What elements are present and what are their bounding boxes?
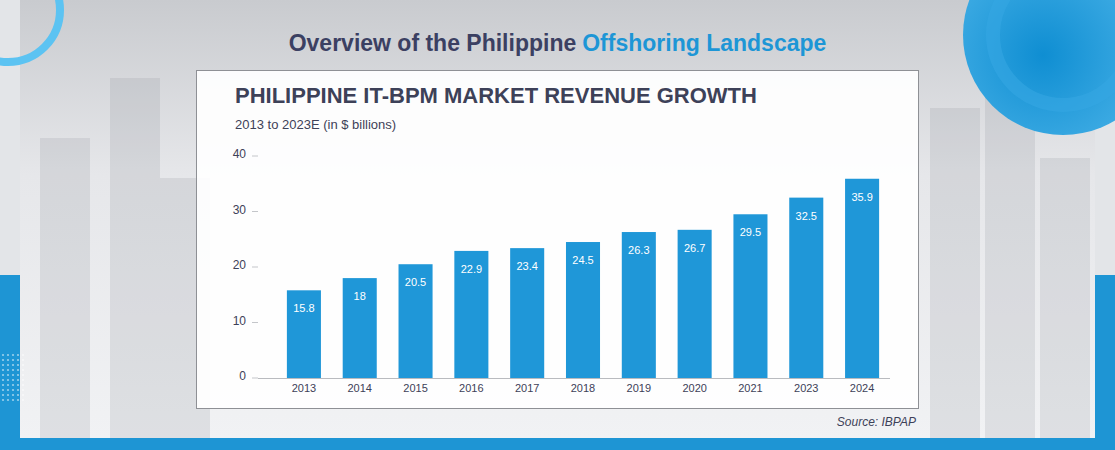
x-tick-label: 2017 [515, 382, 539, 394]
deco-circle [963, 0, 1115, 135]
bars [287, 179, 879, 378]
city-backdrop [40, 48, 1090, 438]
bar [733, 214, 767, 378]
y-tick [252, 378, 258, 379]
bar [454, 251, 488, 378]
x-tick-label: 2021 [738, 382, 762, 394]
page: Overview of the PhilippineOffshoring Lan… [0, 0, 1115, 450]
y-tick-label: 30 [233, 203, 247, 217]
bar [399, 264, 433, 378]
bottom-strip [0, 438, 1115, 450]
data-label: 24.5 [572, 254, 593, 266]
x-tick-label: 2014 [347, 382, 371, 394]
data-label: 35.9 [851, 191, 872, 203]
bar [845, 179, 879, 378]
bar [343, 278, 377, 378]
data-label: 26.3 [628, 244, 649, 256]
y-tick [252, 267, 258, 268]
bar [287, 290, 321, 378]
chart-title: PHILIPPINE IT-BPM MARKET REVENUE GROWTH [235, 83, 757, 108]
canvas: Overview of the PhilippineOffshoring Lan… [0, 0, 1115, 450]
panel [20, 0, 1095, 438]
dot-pattern [2, 354, 24, 401]
x-tick-label: 2013 [292, 382, 316, 394]
data-label: 18 [354, 290, 366, 302]
bar [789, 198, 823, 378]
x-tick-label: 2018 [571, 382, 595, 394]
y-tick [252, 322, 258, 323]
bar [622, 232, 656, 378]
background [0, 0, 1115, 450]
heading-highlight: Offshoring Landscape [582, 30, 826, 56]
source-note: Source: IBPAP [837, 415, 916, 429]
x-tick-label: 2023 [794, 382, 818, 394]
y-tick-label: 20 [233, 258, 247, 272]
x-tick-label: 2015 [403, 382, 427, 394]
data-label: 26.7 [684, 242, 705, 254]
data-labels: 15.8 18 20.5 22.9 23.4 24.5 26.3 26.7 29.5 32.5 35… [293, 191, 873, 315]
page-heading: Overview of the PhilippineOffshoring Lan… [289, 30, 827, 56]
y-tick [252, 156, 258, 157]
bar [510, 248, 544, 378]
x-tick-label: 2019 [627, 382, 651, 394]
x-tick-label: 2024 [850, 382, 874, 394]
data-label: 15.8 [293, 302, 314, 314]
data-label: 23.4 [516, 260, 537, 272]
y-tick-label: 0 [239, 369, 246, 383]
x-tick-label: 2020 [682, 382, 706, 394]
y-tick-label: 10 [233, 314, 247, 328]
data-label: 22.9 [461, 263, 482, 275]
data-label: 32.5 [796, 210, 817, 222]
chart-subtitle: 2013 to 2023E (in $ billions) [235, 117, 396, 132]
y-tick-label: 40 [233, 147, 247, 161]
x-axis [258, 378, 890, 379]
data-label: 20.5 [405, 276, 426, 288]
heading-part: Overview of the Philippine [289, 30, 577, 56]
bar [566, 242, 600, 378]
deco-ring [0, 0, 60, 62]
bar [678, 230, 712, 378]
data-label: 29.5 [740, 226, 761, 238]
deco-ring [993, 0, 1115, 105]
chart-frame [197, 71, 919, 409]
y-tick [252, 211, 258, 212]
x-tick-label: 2016 [459, 382, 483, 394]
